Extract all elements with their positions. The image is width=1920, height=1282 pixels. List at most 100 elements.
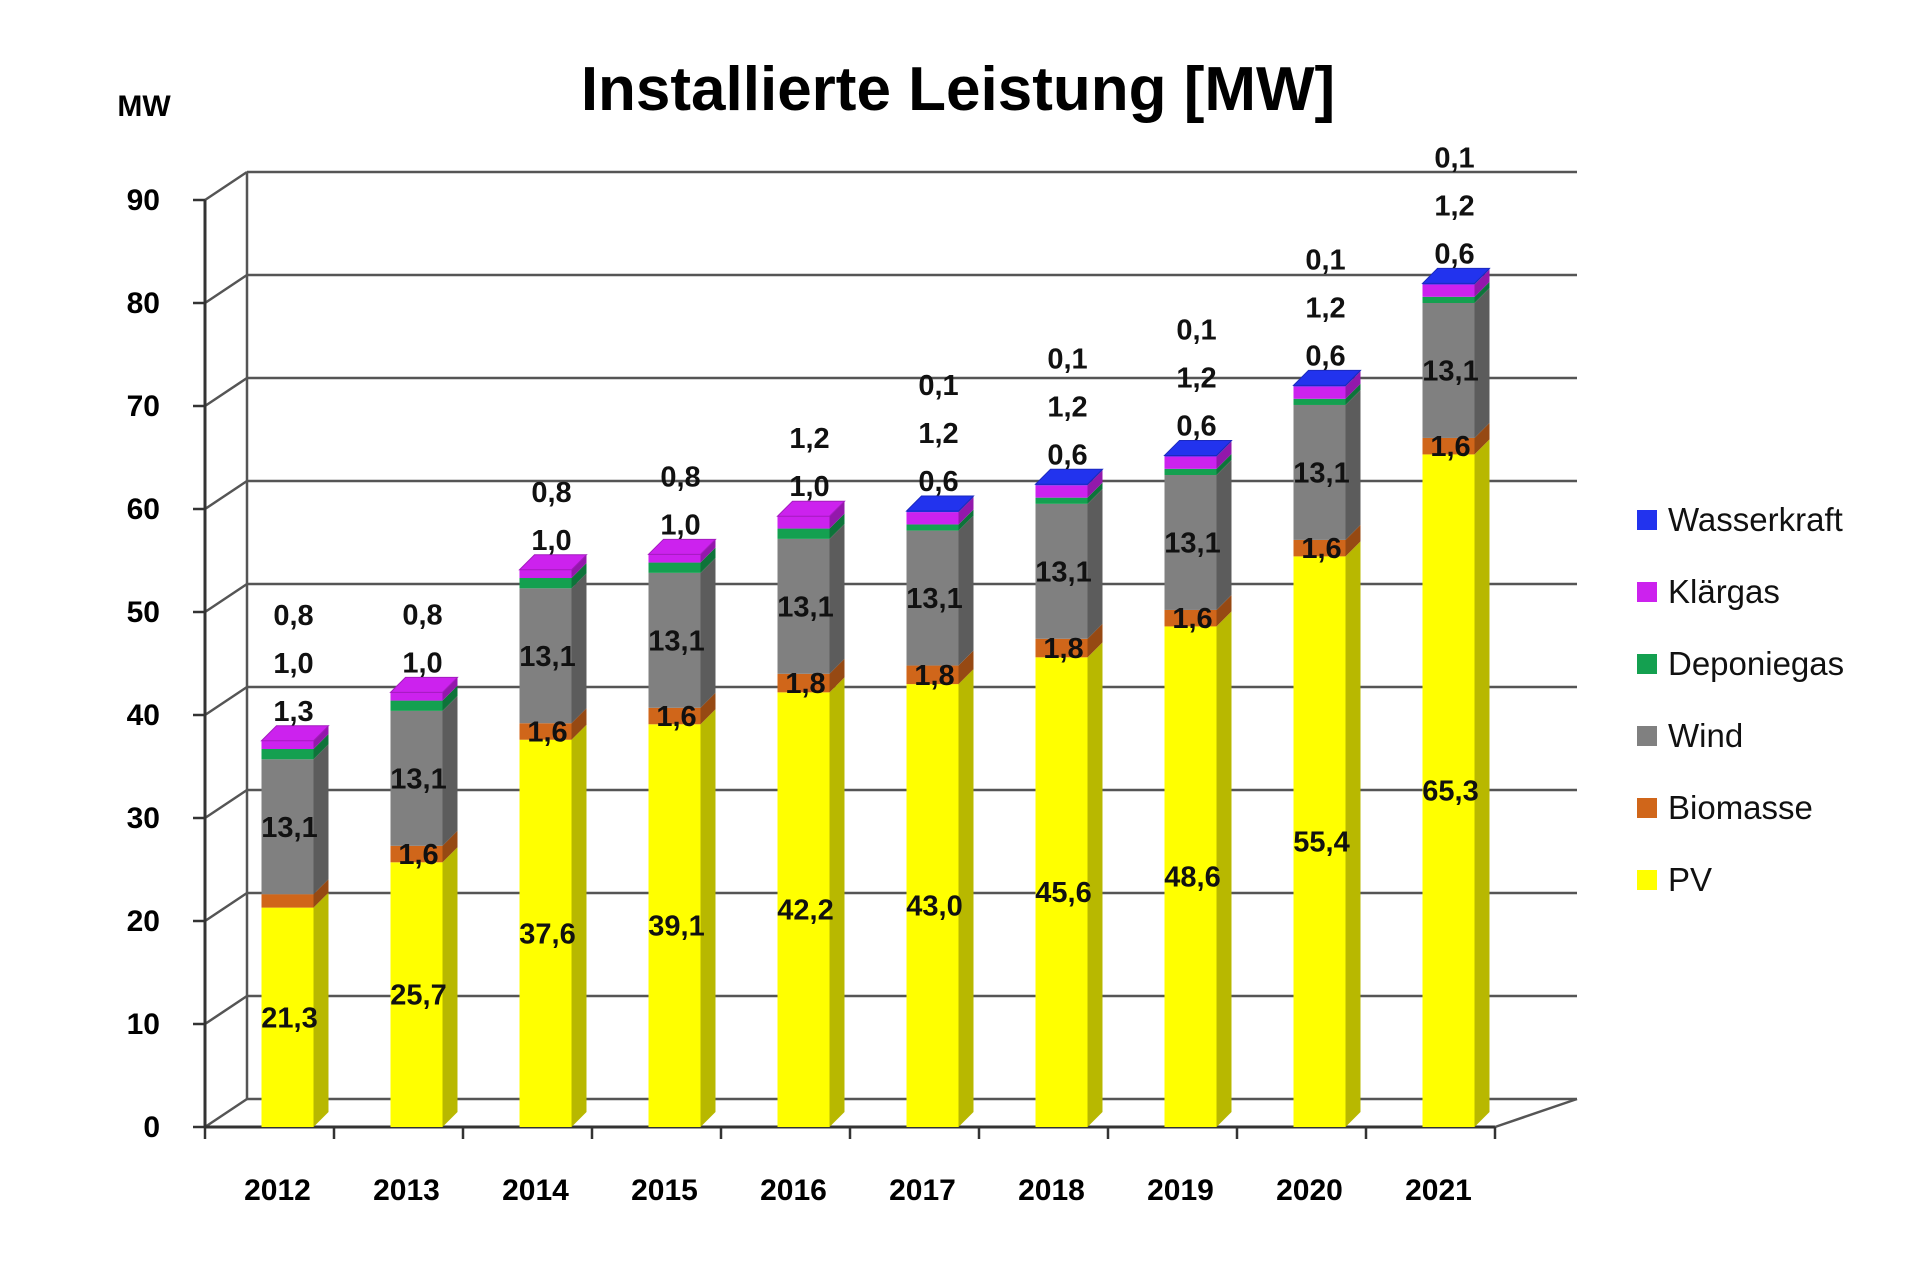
bar-segment [906, 524, 959, 531]
data-label: 37,6 [519, 918, 575, 950]
x-tick-label: 2021 [1405, 1174, 1472, 1207]
y-tick-label: 80 [127, 287, 160, 320]
bar-segment-side [1474, 439, 1490, 1127]
bar-segment-side [1216, 594, 1232, 627]
data-label: 0,1 [1434, 142, 1474, 174]
bar-segment [1422, 437, 1475, 455]
y-tick-label: 0 [143, 1111, 160, 1144]
data-label: 1,3 [273, 696, 313, 728]
bar-segment [390, 700, 443, 711]
y-tick-label: 40 [127, 699, 160, 732]
data-label: 13,1 [519, 641, 575, 673]
bar-segment [261, 748, 314, 760]
bar-segment-top [776, 500, 846, 517]
gridline-connector [204, 273, 248, 305]
x-tick-label: 2020 [1276, 1174, 1343, 1207]
bar-segment-side [442, 685, 458, 711]
bar-segment [648, 724, 701, 1127]
floor-edge [1494, 1097, 1578, 1129]
bar-segment [1293, 539, 1346, 557]
legend-swatch [1637, 582, 1657, 602]
data-label: 13,1 [777, 591, 833, 623]
data-label: 1,2 [789, 423, 829, 455]
data-label: 65,3 [1422, 776, 1478, 808]
gridline-connector [204, 479, 248, 511]
x-tick-label: 2018 [1018, 1174, 1085, 1207]
bar-segment-side [442, 695, 458, 846]
bar-segment [1035, 638, 1088, 658]
bar-segment-side [313, 744, 329, 895]
data-label: 1,6 [398, 839, 438, 871]
bar-segment [1293, 385, 1346, 387]
legend-swatch [1637, 510, 1657, 530]
y-tick-label: 10 [127, 1008, 160, 1041]
bar-segment-side [1087, 482, 1103, 504]
bar-segment-side [571, 708, 587, 740]
data-label: 1,8 [914, 660, 954, 692]
bar-segment-side [442, 830, 458, 863]
data-label: 1,0 [531, 525, 571, 557]
bar-segment [261, 907, 314, 1127]
legend-label: PV [1668, 861, 1712, 898]
bar-segment-side [829, 523, 845, 674]
bar-segment [1164, 475, 1217, 610]
bar-segment [1164, 626, 1217, 1127]
bar-segment-side [571, 563, 587, 589]
bar-segment-side [1087, 470, 1103, 498]
data-label: 39,1 [648, 911, 704, 943]
data-label: 0,8 [273, 600, 313, 632]
bar-segment-side [313, 733, 329, 760]
bar-segment [1422, 284, 1475, 297]
bar-segment-side [1216, 611, 1232, 1127]
bar-segment [1035, 657, 1088, 1127]
legend-swatch [1637, 798, 1657, 818]
gridline-connector [204, 1097, 248, 1129]
bar-segment [1164, 455, 1217, 457]
data-label: 55,4 [1293, 827, 1349, 859]
bar-segment-side [1345, 524, 1361, 557]
bar-segment [1035, 484, 1088, 486]
x-tick-label: 2014 [502, 1174, 569, 1207]
bar-segment [648, 562, 701, 573]
bar-segment-side [829, 501, 845, 529]
data-label: 0,1 [1047, 343, 1087, 375]
gridline-connector [204, 788, 248, 820]
x-tick-label: 2015 [631, 1174, 698, 1207]
y-tick-label: 60 [127, 493, 160, 526]
data-label: 43,0 [906, 891, 962, 923]
data-label: 1,6 [1172, 603, 1212, 635]
bar-segment-side [1345, 389, 1361, 540]
bar-segment [648, 554, 701, 563]
data-label: 0,8 [531, 477, 571, 509]
gridline-connector [204, 376, 248, 408]
bar-segment [906, 511, 959, 513]
bar-segment [906, 684, 959, 1127]
data-label: 13,1 [648, 625, 704, 657]
bar-segment-side [700, 692, 716, 725]
bar-segment [1293, 404, 1346, 540]
bar-segment-side [1087, 488, 1103, 639]
bar-segment-top [1292, 369, 1362, 386]
gridline-connector [204, 685, 248, 717]
bar-segment-top [1163, 439, 1233, 456]
data-label: 0,6 [1434, 238, 1474, 270]
bar-segment-side [1474, 269, 1490, 297]
data-label: 1,6 [656, 701, 696, 733]
bar-segment-side [1345, 541, 1361, 1127]
bar-segment [906, 665, 959, 685]
legend-label: Klärgas [1668, 573, 1780, 610]
data-label: 21,3 [261, 1002, 317, 1034]
bar-segment-side [958, 669, 974, 1127]
bar-segment-side [442, 847, 458, 1127]
bar-segment-top [260, 725, 330, 742]
bar-segment [390, 845, 443, 863]
bar-segment [906, 530, 959, 666]
bar-segment [519, 739, 572, 1127]
data-labels: 21,3 13,1 1,3 1,0 0,8 25,7 1,6 13,1 1,0 0,8 37,6 1,… [261, 142, 1478, 1034]
bar-segment-side [829, 677, 845, 1127]
legend-swatch [1637, 870, 1657, 890]
chart-title: Installierte Leistung [MW] [581, 55, 1335, 124]
bar-segment-side [829, 513, 845, 539]
data-label: 0,1 [1176, 314, 1216, 346]
bar-segment-top [518, 554, 588, 571]
